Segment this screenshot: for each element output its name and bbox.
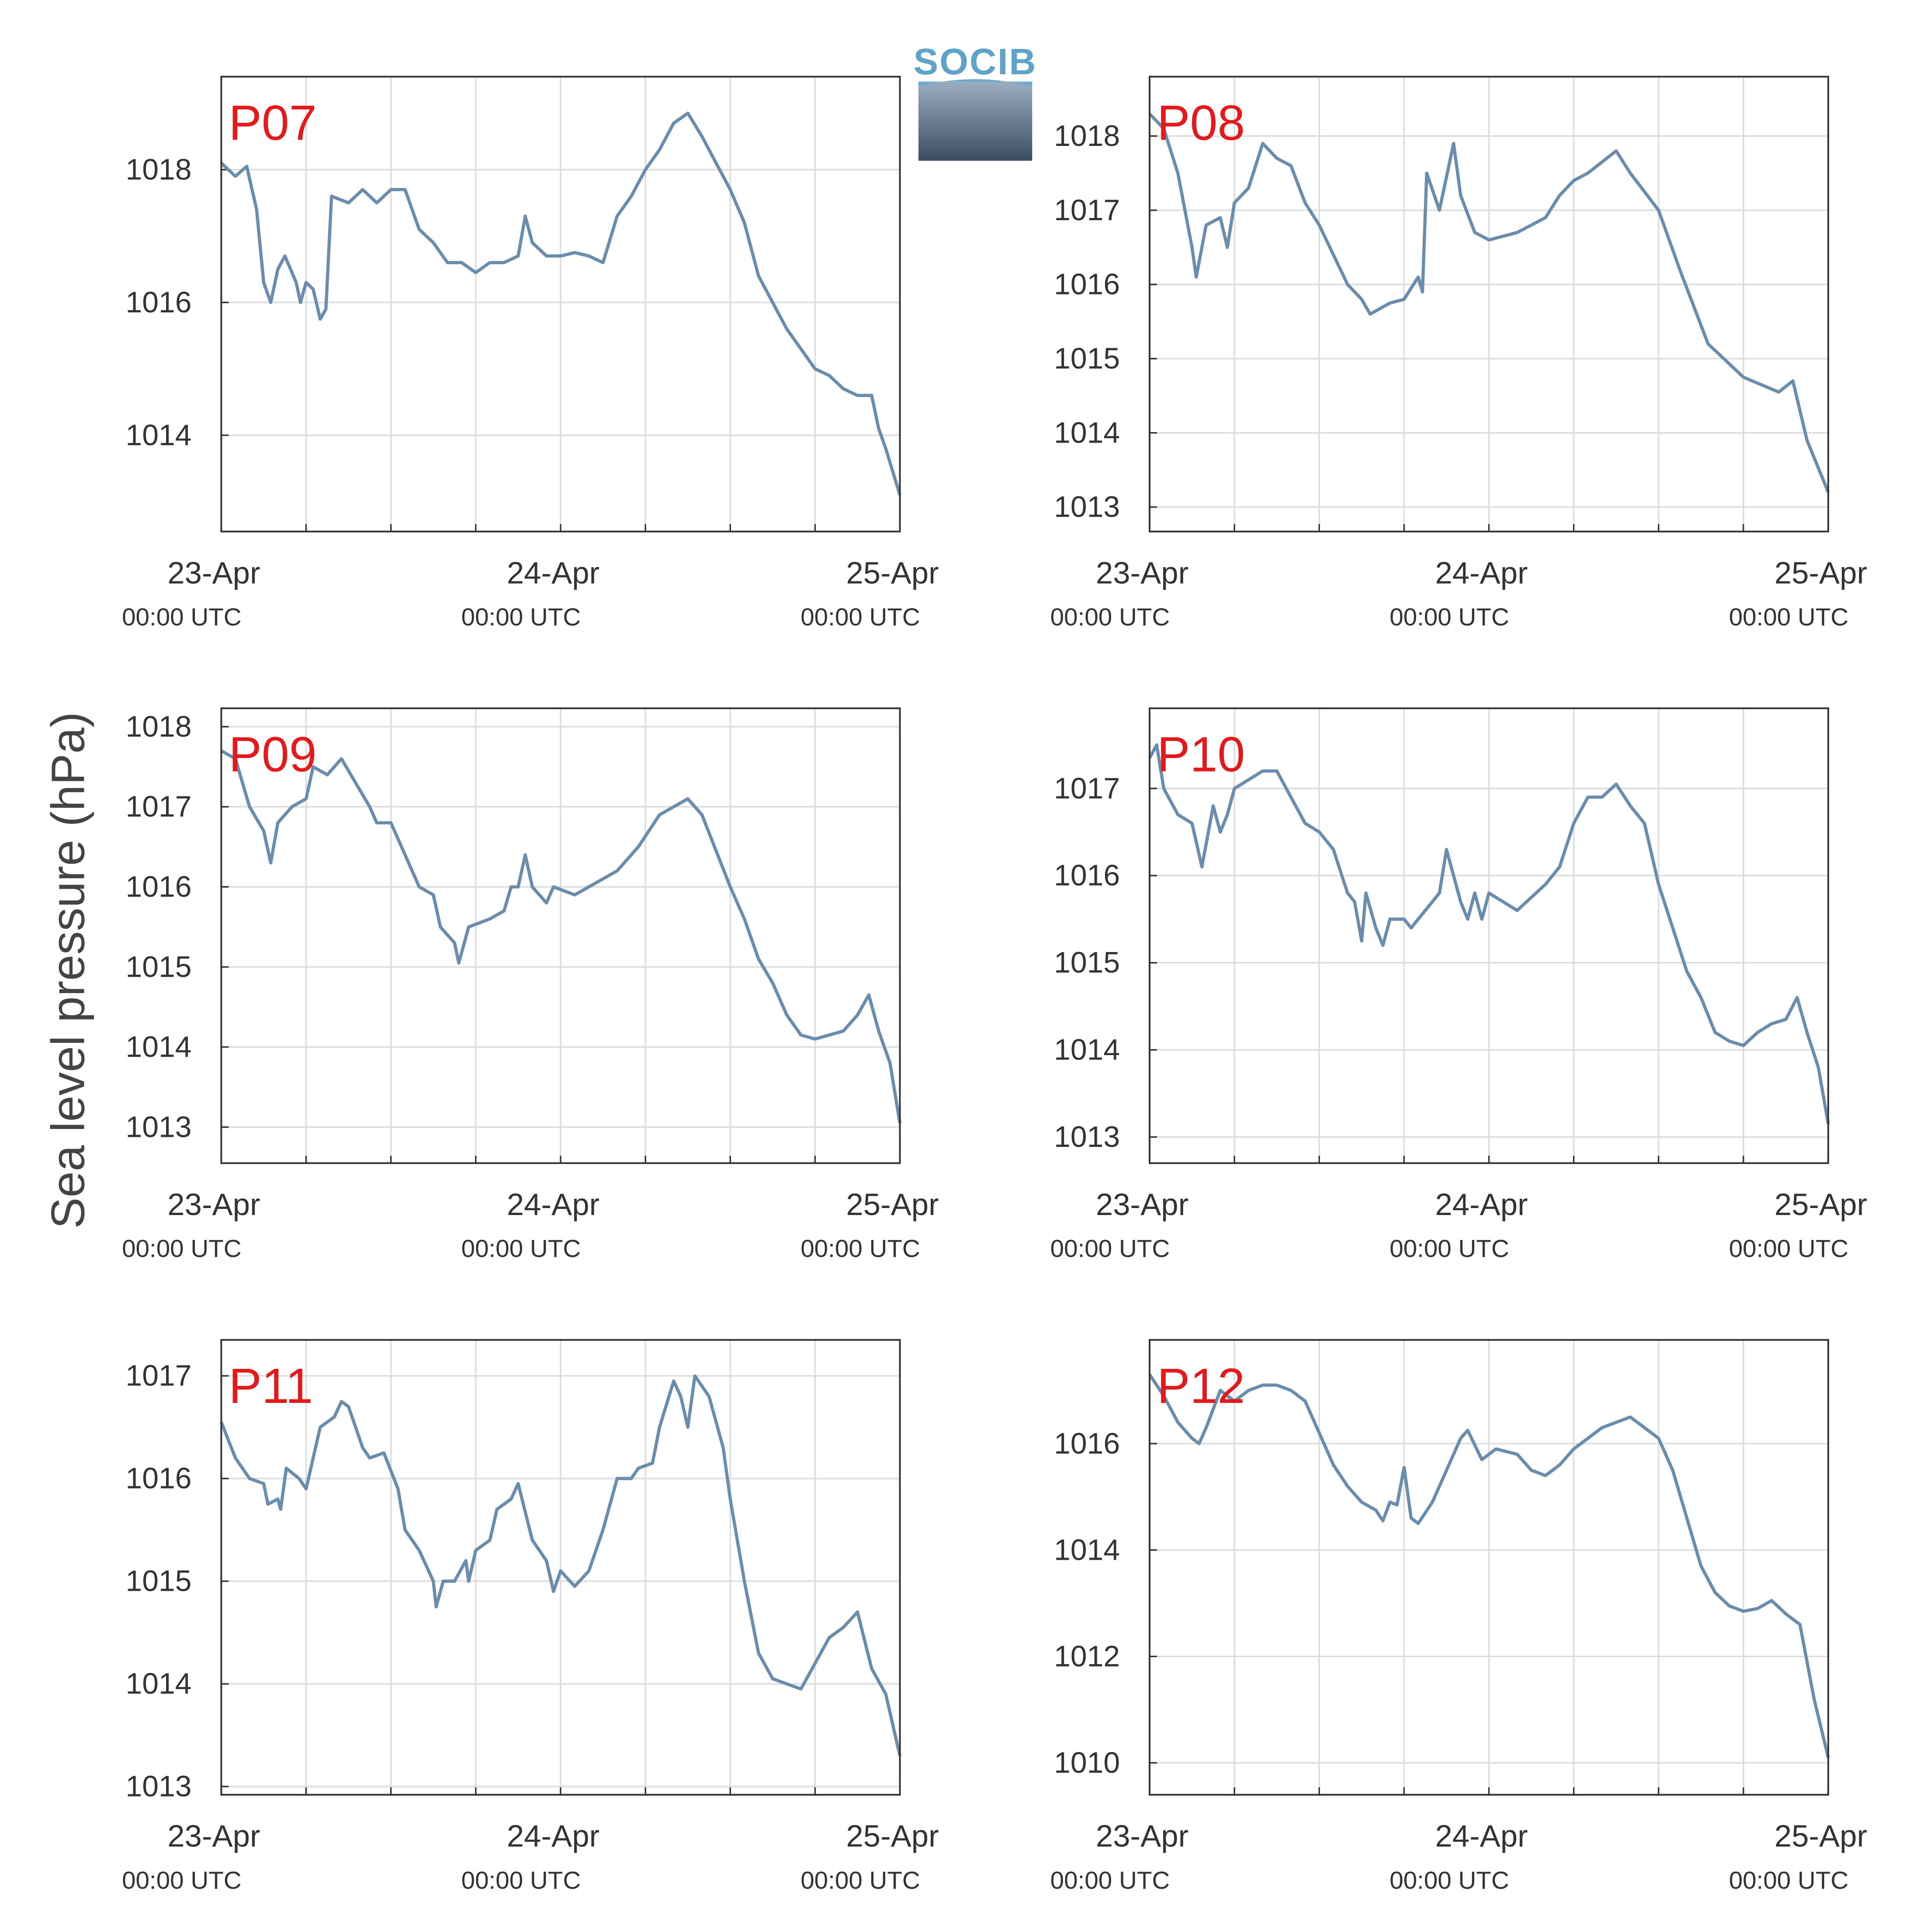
x-tick-label: 24-Apr (507, 1819, 599, 1853)
y-tick-label: 1014 (126, 419, 192, 452)
y-tick-label: 1017 (126, 1360, 192, 1392)
x-tick-sublabel: 00:00 UTC (1729, 603, 1849, 631)
x-tick-sublabel: 00:00 UTC (1389, 1235, 1509, 1262)
x-tick-sublabel: 00:00 UTC (1050, 1235, 1170, 1262)
logo-wave (918, 79, 1032, 87)
x-tick-label: 24-Apr (507, 555, 599, 590)
panel-title: P10 (1157, 727, 1245, 782)
y-tick-label: 1016 (126, 871, 192, 904)
x-tick-label: 24-Apr (1435, 555, 1528, 590)
x-tick-label: 25-Apr (846, 555, 939, 590)
y-tick-label: 1010 (1054, 1746, 1120, 1779)
x-tick-sublabel: 00:00 UTC (122, 1866, 242, 1894)
x-tick-sublabel: 00:00 UTC (1050, 603, 1170, 631)
y-tick-label: 1015 (126, 1565, 192, 1598)
y-tick-label: 1018 (126, 710, 192, 743)
panel: 1014 1016 1018 23-Apr 00:00 UTC 24-Apr 00:00 U… (122, 76, 939, 631)
x-tick-label: 24-Apr (1435, 1819, 1528, 1853)
y-tick-label: 1018 (1054, 120, 1120, 152)
x-tick-sublabel: 00:00 UTC (1050, 1866, 1170, 1894)
x-tick-label: 23-Apr (167, 555, 260, 590)
data-line (219, 1374, 902, 1756)
data-line (220, 111, 902, 496)
x-tick-sublabel: 00:00 UTC (1729, 1235, 1849, 1262)
panel-title: P08 (1157, 95, 1245, 150)
x-tick-sublabel: 00:00 UTC (800, 1235, 920, 1262)
y-tick-label: 1017 (1054, 772, 1120, 805)
x-tick-label: 25-Apr (846, 1187, 939, 1222)
x-tick-label: 25-Apr (1774, 1819, 1867, 1853)
x-tick-sublabel: 00:00 UTC (461, 603, 581, 631)
data-line (1148, 1373, 1830, 1758)
panel: 1010 1012 1014 1016 23-Apr 00:00 UTC 24-Apr 00:… (1050, 1339, 1867, 1894)
y-tick-label: 1014 (1054, 1534, 1120, 1566)
x-tick-sublabel: 00:00 UTC (1389, 603, 1509, 631)
panel-title: P07 (229, 95, 316, 150)
x-tick-sublabel: 00:00 UTC (122, 603, 242, 631)
plot-frame (1149, 1339, 1829, 1796)
logo: SOCIB (914, 41, 1037, 161)
y-tick-label: 1012 (1054, 1640, 1120, 1673)
x-tick-sublabel: 00:00 UTC (800, 603, 920, 631)
x-tick-sublabel: 00:00 UTC (461, 1866, 581, 1894)
x-tick-label: 24-Apr (507, 1187, 599, 1222)
y-axis-label: Sea level pressure (hPa) (42, 712, 94, 1229)
x-tick-sublabel: 00:00 UTC (461, 1235, 581, 1262)
y-tick-label: 1014 (1054, 1034, 1120, 1066)
y-tick-label: 1013 (1054, 1121, 1120, 1153)
y-tick-label: 1015 (126, 951, 192, 983)
logo-block (918, 81, 1032, 161)
plot-frame (220, 76, 901, 533)
y-tick-label: 1016 (126, 286, 192, 319)
x-tick-label: 25-Apr (846, 1819, 939, 1853)
plot-frame (1149, 76, 1829, 533)
panel: 1013 1014 1015 1016 1017 1018 23-Apr 00:00 UTC 2… (1050, 76, 1867, 631)
x-tick-label: 23-Apr (1096, 1819, 1188, 1853)
panel-title: P12 (1157, 1358, 1245, 1413)
y-tick-label: 1016 (1054, 859, 1120, 892)
panel: 1013 1014 1015 1016 1017 23-Apr 00:00 UTC 24-Ap… (1050, 707, 1867, 1262)
panel-title: P09 (229, 727, 316, 782)
y-tick-label: 1013 (126, 1111, 192, 1143)
x-tick-sublabel: 00:00 UTC (800, 1866, 920, 1894)
y-tick-label: 1015 (1054, 946, 1120, 979)
x-tick-label: 23-Apr (167, 1819, 260, 1853)
y-tick-label: 1016 (126, 1462, 192, 1495)
y-tick-label: 1016 (1054, 1427, 1120, 1460)
data-line (1148, 112, 1830, 493)
y-tick-label: 1014 (126, 1031, 192, 1063)
data-line (1148, 743, 1830, 1125)
y-tick-label: 1014 (126, 1668, 192, 1700)
x-tick-label: 25-Apr (1774, 555, 1867, 590)
y-tick-label: 1014 (1054, 416, 1120, 449)
y-tick-label: 1017 (126, 790, 192, 823)
plot-frame (1149, 707, 1829, 1164)
logo-text: SOCIB (914, 41, 1037, 82)
panel: 1013 1014 1015 1016 1017 1018 23-Apr 00:00 UTC 2… (122, 707, 939, 1262)
x-tick-sublabel: 00:00 UTC (1389, 1866, 1509, 1894)
y-tick-label: 1013 (1054, 491, 1120, 523)
x-tick-label: 23-Apr (167, 1187, 260, 1222)
data-line (220, 749, 902, 1124)
x-tick-sublabel: 00:00 UTC (1729, 1866, 1849, 1894)
y-tick-label: 1017 (1054, 194, 1120, 227)
plot-frame (220, 707, 901, 1164)
x-tick-label: 25-Apr (1774, 1187, 1867, 1222)
y-tick-label: 1018 (126, 153, 192, 186)
plot-frame (220, 1339, 901, 1796)
y-tick-label: 1016 (1054, 268, 1120, 301)
x-tick-label: 24-Apr (1435, 1187, 1528, 1222)
x-tick-label: 23-Apr (1096, 555, 1188, 590)
x-tick-sublabel: 00:00 UTC (122, 1235, 242, 1262)
x-tick-label: 23-Apr (1096, 1187, 1188, 1222)
panel: 1013 1014 1015 1016 1017 23-Apr 00:00 UTC 24-Ap… (122, 1339, 939, 1894)
panel-title: P11 (229, 1358, 313, 1413)
y-tick-label: 1013 (126, 1770, 192, 1803)
y-tick-label: 1015 (1054, 343, 1120, 375)
